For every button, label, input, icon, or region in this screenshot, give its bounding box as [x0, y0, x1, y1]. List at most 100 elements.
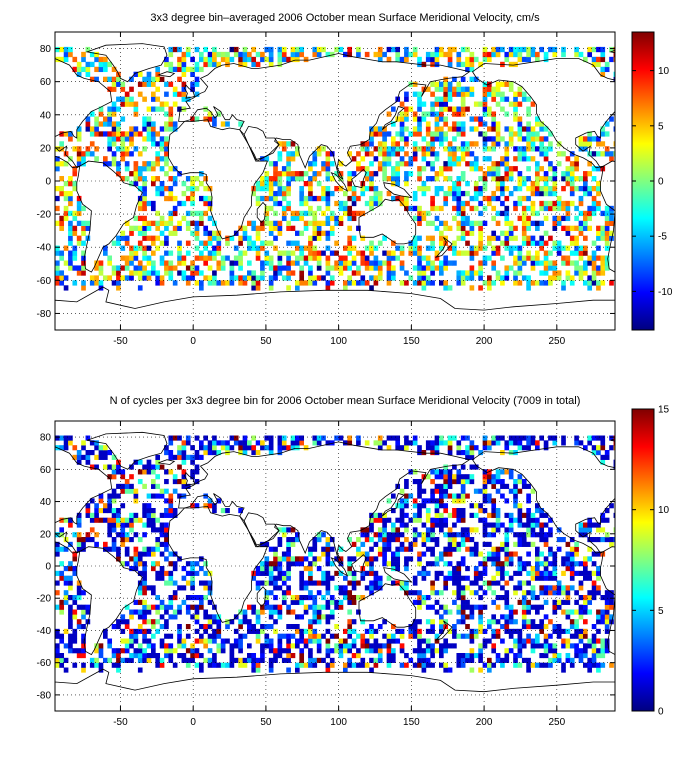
data-bin: [281, 51, 287, 58]
data-bin: [395, 503, 401, 509]
data-bin: [334, 570, 339, 576]
data-bin: [500, 81, 505, 87]
data-bin: [377, 546, 383, 552]
data-bin: [495, 595, 501, 601]
data-bin: [587, 643, 593, 649]
data-bin: [137, 648, 143, 654]
data-bin: [356, 46, 361, 53]
data-bin: [430, 551, 435, 557]
data-bin: [548, 166, 553, 172]
data-bin: [504, 265, 510, 271]
data-bin: [72, 225, 78, 231]
data-bin: [382, 546, 387, 552]
data-bin: [587, 609, 593, 615]
data-bin: [325, 619, 331, 625]
data-bin: [443, 561, 449, 567]
data-bin: [491, 575, 497, 581]
data-bin: [517, 508, 523, 514]
data-bin: [164, 580, 169, 586]
data-bin: [439, 614, 444, 620]
data-bin: [290, 225, 296, 231]
data-bin: [465, 151, 470, 157]
data-bin: [181, 440, 187, 446]
data-bin: [329, 633, 335, 639]
data-bin: [85, 459, 91, 465]
data-bin: [216, 240, 222, 246]
y-tick-label: -20: [37, 210, 52, 221]
y-tick-label: 40: [40, 497, 52, 508]
data-bin: [456, 56, 462, 63]
data-bin: [247, 245, 252, 251]
data-bin: [85, 435, 91, 441]
data-bin: [277, 633, 283, 639]
data-bin: [565, 614, 571, 620]
data-bin: [535, 638, 540, 644]
data-bin: [124, 532, 130, 538]
data-bin: [124, 537, 130, 543]
data-bin: [565, 255, 571, 261]
data-bin: [347, 595, 353, 601]
data-bin: [55, 604, 60, 610]
data-bin: [190, 459, 195, 465]
data-bin: [526, 280, 531, 286]
data-bin: [452, 570, 457, 576]
data-bin: [456, 91, 462, 97]
data-bin: [569, 235, 575, 241]
data-bin: [295, 230, 300, 236]
data-bin: [500, 561, 505, 567]
data-bin: [299, 270, 305, 276]
data-bin: [116, 270, 121, 276]
data-bin: [535, 570, 540, 576]
data-bin: [273, 551, 278, 557]
data-bin: [59, 561, 65, 567]
data-bin: [434, 61, 440, 68]
data-bin: [151, 126, 156, 132]
data-bin: [443, 643, 449, 649]
data-bin: [212, 638, 217, 644]
data-bin: [447, 245, 453, 251]
colorbar-tick-label: 10: [658, 66, 670, 77]
data-bin: [556, 205, 562, 212]
data-bin: [548, 551, 553, 557]
data-bin: [194, 270, 200, 276]
data-bin: [578, 648, 584, 654]
data-bin: [203, 638, 209, 644]
data-bin: [391, 255, 396, 261]
data-bin: [456, 86, 462, 92]
data-bin: [172, 595, 178, 601]
data-bin: [85, 537, 91, 543]
data-bin: [469, 91, 475, 97]
data-bin: [439, 522, 444, 528]
data-bin: [194, 265, 200, 271]
data-bin: [552, 176, 558, 182]
data-bin: [430, 81, 435, 87]
data-bin: [386, 546, 392, 552]
data-bin: [255, 580, 261, 586]
data-bin: [242, 51, 248, 58]
data-bin: [408, 546, 414, 552]
data-bin: [469, 537, 475, 543]
data-bin: [434, 81, 440, 87]
data-bin: [172, 176, 178, 182]
data-bin: [338, 260, 344, 266]
data-bin: [456, 270, 462, 276]
data-bin: [369, 667, 374, 673]
data-bin: [325, 235, 331, 241]
data-bin: [500, 595, 505, 601]
data-bin: [504, 614, 510, 620]
data-bin: [591, 657, 597, 663]
data-bin: [334, 604, 339, 610]
data-bin: [377, 527, 383, 533]
data-bin: [574, 240, 579, 246]
data-bin: [404, 445, 409, 451]
data-bin: [137, 91, 143, 97]
data-bin: [439, 435, 444, 441]
data-bin: [399, 121, 405, 127]
data-bin: [460, 76, 466, 82]
data-bin: [155, 210, 161, 217]
data-bin: [443, 136, 449, 142]
data-bin: [535, 166, 540, 172]
data-bin: [308, 205, 313, 212]
data-bin: [308, 245, 313, 251]
data-bin: [583, 185, 588, 192]
